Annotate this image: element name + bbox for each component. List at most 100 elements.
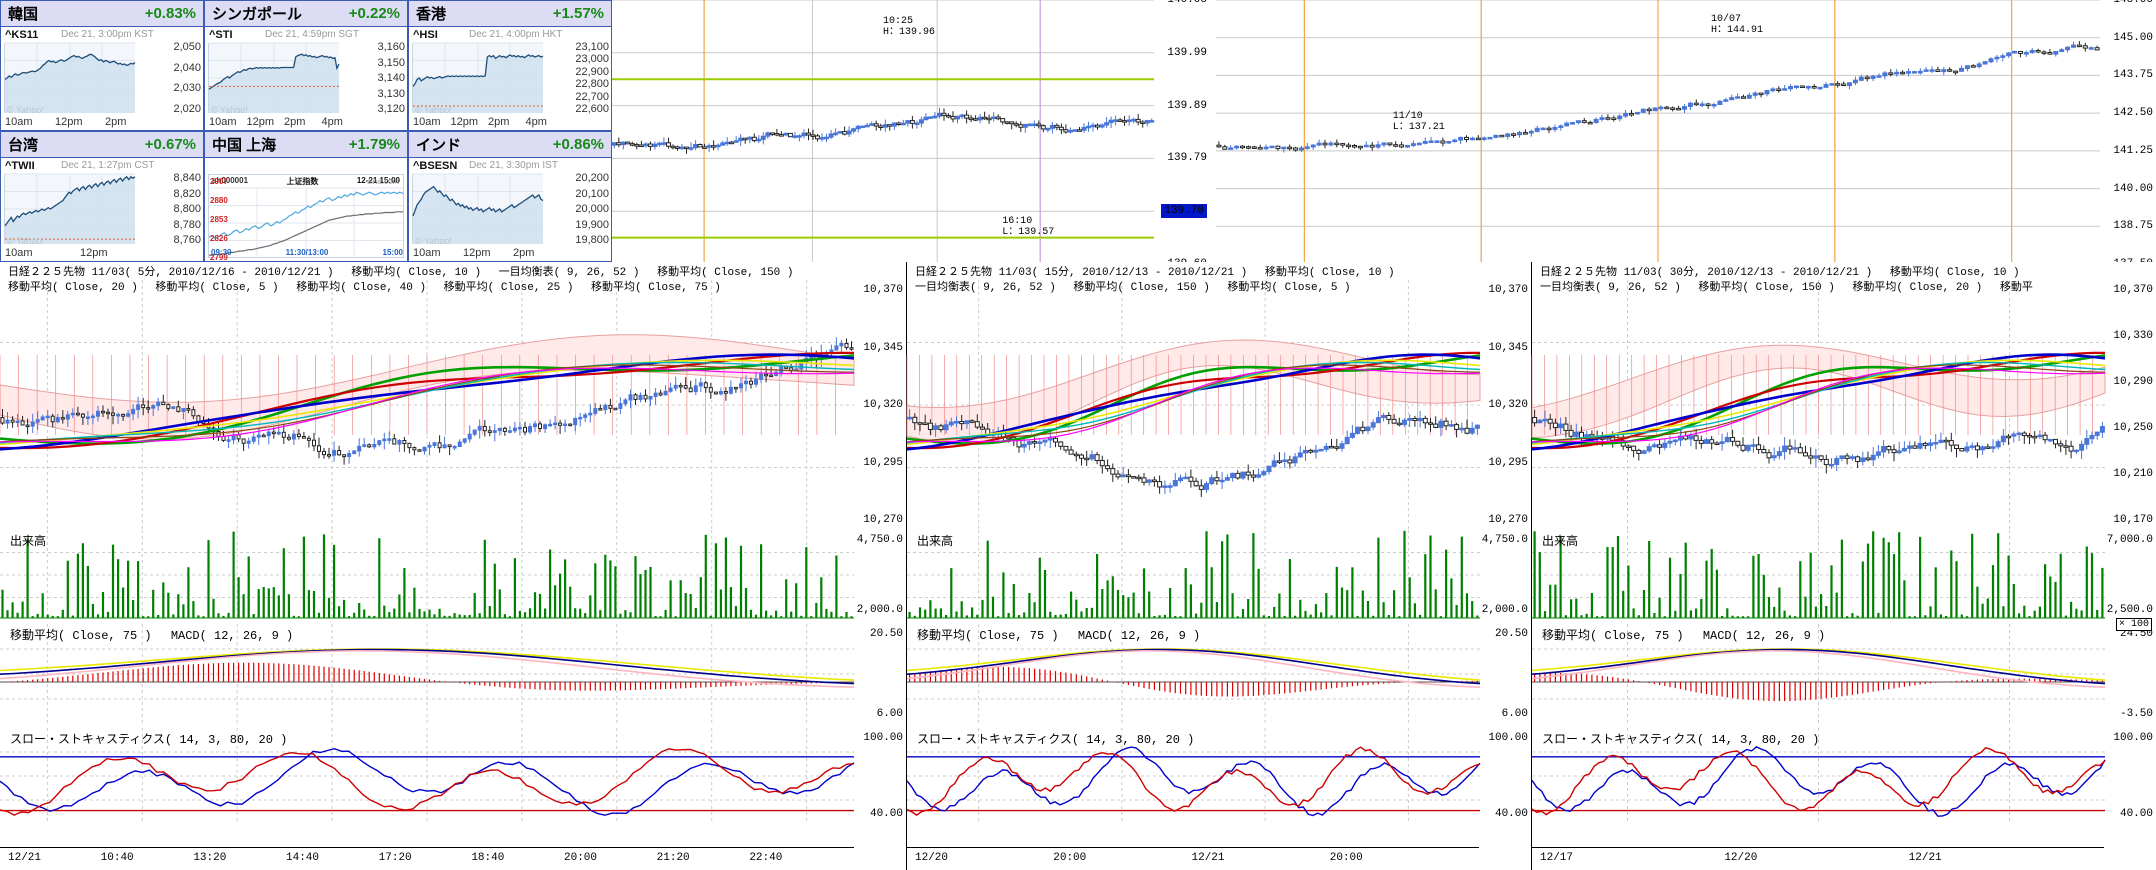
market-change: +1.79% (348, 136, 400, 153)
nikkei-plot-price[interactable] (1531, 280, 2106, 530)
fx-intraday-chart[interactable]: 140.08139.99139.89139.79139.70139.6016:2… (611, 0, 1210, 290)
market-yaxis: 23,100 23,000 22,900 22,800 22,700 22,600 (543, 41, 609, 115)
market-ytick-3: 22,800 (575, 78, 609, 91)
fx-annotation-value-1: L：137.21 (1392, 121, 1445, 133)
fx-ytick-3: 139.79 (1167, 152, 1207, 165)
nikkei-section-price: 10,370 10,345 10,320 10,295 10,270 (0, 280, 906, 530)
fx-plot-area[interactable] (1216, 0, 2100, 265)
market-sparkline (4, 173, 136, 244)
nikkei-plot-vol[interactable] (0, 530, 854, 620)
nikkei-header-line2: 移動平均( Close, 20 ) 移動平均( Close, 5 ) 移動平均(… (8, 282, 721, 294)
nikkei-ytick-price-2: 10,320 (1488, 399, 1528, 411)
nikkei-label-vol: 出来高 (1542, 535, 1579, 549)
nikkei-plot-stoch[interactable] (1531, 728, 2106, 824)
market-card-STI[interactable]: シンガポール +0.22% ^STI Dec 21, 4:59pm SGT © Yaho… (204, 0, 408, 131)
nikkei-ytick-vol-0: 7,000.0 (2106, 534, 2153, 546)
sina-header-item-1: 上证指数 (286, 177, 319, 186)
market-header: シンガポール +0.22% (205, 1, 407, 27)
nikkei-ytick-macd-1: -3.50 (2119, 708, 2153, 720)
fx-ytick-1: 139.99 (1167, 46, 1207, 59)
nikkei-panel-5min[interactable]: 日経２２５先物 11/03( 5分, 2010/12/16 - 2010/12/… (0, 262, 906, 870)
sina-header: sh000001 上证指数 12-21 15:00 (209, 175, 403, 188)
asian-markets-panel: 韓国 +0.83% ^KS11 Dec 21, 3:00pm KST © Yahoo! 2… (0, 0, 612, 262)
fx-annotation-0: 10/07 H：144.91 (1711, 14, 1763, 36)
fx-last-price-tag: 139.70 (1161, 204, 1207, 219)
nikkei-xtick-0: 12/17 (1540, 852, 1574, 864)
market-ytick-3: 2,020 (173, 102, 201, 115)
market-xtick-2: 2pm (284, 116, 306, 128)
market-card-KS11[interactable]: 韓国 +0.83% ^KS11 Dec 21, 3:00pm KST © Yahoo! 2… (0, 0, 204, 131)
nikkei-yaxis-price: 10,370 10,345 10,320 10,295 10,270 (1479, 280, 1531, 530)
market-sparkline (208, 42, 340, 113)
market-header: 中国 上海 +1.79% (205, 132, 407, 158)
market-header: 韓国 +0.83% (1, 1, 203, 27)
nikkei-ytick-macd-0: 24.50 (2119, 628, 2153, 640)
sina-header-item-0: sh000001 (212, 176, 249, 185)
nikkei-panel-30min[interactable]: 日経２２５先物 11/03( 30分, 2010/12/13 - 2010/12… (1531, 262, 2156, 870)
market-ytick-1: 20,100 (575, 187, 609, 200)
market-card-sh000001[interactable]: 中国 上海 +1.79% sh000001 上证指数 12-21 15:00 sina.c… (204, 131, 408, 262)
nikkei-section-macd: 移動平均( Close, 75 ) MACD( 12, 26, 9 ) 24.50… (1531, 624, 2156, 724)
nikkei-plot-macd[interactable] (1531, 624, 2106, 724)
nikkei-ytick-price-4: 10,210 (2113, 468, 2153, 480)
nikkei-xaxis: 12/20 20:00 12/21 20:00 (907, 847, 1479, 870)
nikkei-ytick-macd-0: 20.50 (1494, 628, 1528, 640)
market-xtick-0: 10am (5, 116, 33, 128)
nikkei-ytick-price-1: 10,345 (1488, 341, 1528, 354)
market-name: インド (416, 137, 462, 154)
nikkei-section-vol: 出来高 4,750.0 2,000.0 (907, 530, 1531, 620)
market-body: ^STI Dec 21, 4:59pm SGT © Yahoo! 3,160 3,150… (205, 27, 407, 131)
sina-ylabel-4: 2799 (210, 253, 228, 262)
nikkei-label-macd: 移動平均( Close, 75 ) MACD( 12, 26, 9 ) (917, 629, 1201, 643)
market-xaxis: 10am 12pm (5, 247, 155, 261)
yahoo-watermark: © Yahoo! (211, 105, 248, 115)
nikkei-yaxis-vol: 4,750.0 2,000.0 (854, 530, 906, 620)
market-xtick-3: 4pm (525, 116, 547, 128)
nikkei-xtick-1: 12/20 (1724, 852, 1758, 864)
nikkei-xtick-4: 17:20 (378, 852, 412, 864)
yahoo-watermark: © Yahoo! (415, 105, 452, 115)
nikkei-plot-macd[interactable] (0, 624, 855, 724)
fx-ytick-1: 145.00 (2113, 31, 2153, 44)
market-header: 香港 +1.57% (409, 1, 611, 27)
fx-annotation-label-0: 10:25 (883, 16, 914, 27)
nikkei-plot-price[interactable] (906, 280, 1481, 530)
market-ytick-1: 2,040 (173, 61, 201, 74)
nikkei-section-vol: 出来高 4,750.0 2,000.0 (0, 530, 906, 620)
market-ytick-0: 3,160 (377, 41, 405, 53)
fx-plot-area[interactable] (611, 0, 1155, 265)
nikkei-ytick-price-1: 10,330 (2113, 330, 2153, 342)
nikkei-ytick-price-4: 10,270 (1488, 514, 1528, 526)
fx-ytick-0: 148.00 (2113, 0, 2153, 6)
nikkei-header: 日経２２５先物 11/03( 5分, 2010/12/16 - 2010/12/… (8, 266, 902, 296)
market-ytick-1: 8,820 (173, 187, 201, 200)
nikkei-ytick-stoch-0: 100.00 (863, 732, 903, 744)
nikkei-yaxis-price: 10,370 10,345 10,320 10,295 10,270 (854, 280, 906, 530)
yahoo-watermark: © Yahoo! (7, 105, 44, 115)
fx-annotation-label-0: 10/07 (1711, 14, 1742, 25)
market-ytick-3: 8,780 (173, 218, 201, 231)
nikkei-panel-15min[interactable]: 日経２２５先物 11/03( 15分, 2010/12/13 - 2010/12… (906, 262, 1531, 870)
market-card-HSI[interactable]: 香港 +1.57% ^HSI Dec 21, 4:00pm HKT © Yahoo! 23… (408, 0, 612, 131)
nikkei-xtick-3: 14:40 (286, 852, 320, 864)
sina-chart: sh000001 上证指数 12-21 15:00 sina.com 2907 2880 2… (208, 174, 404, 262)
nikkei-plot-stoch[interactable] (0, 728, 855, 824)
nikkei-ytick-stoch-1: 40.00 (869, 808, 903, 820)
yahoo-watermark: © Yahoo! (7, 236, 44, 246)
market-xtick-0: 10am (413, 116, 441, 128)
nikkei-plot-macd[interactable] (906, 624, 1481, 724)
nikkei-plot-price[interactable] (0, 280, 855, 530)
nikkei-ytick-macd-1: 6.00 (876, 708, 903, 720)
market-card-TWII[interactable]: 台湾 +0.67% ^TWII Dec 21, 1:27pm CST © Yahoo! 8… (0, 131, 204, 262)
nikkei-plot-vol[interactable] (1532, 530, 2105, 620)
market-xaxis: 10am 12pm 2pm 4pm (209, 116, 359, 130)
nikkei-ytick-stoch-1: 40.00 (2119, 808, 2153, 820)
market-xaxis: 10am 12pm 2pm 4pm (413, 116, 563, 130)
market-card-BSESN[interactable]: インド +0.86% ^BSESN Dec 21, 3:30pm IST © Yahoo… (408, 131, 612, 262)
nikkei-plot-stoch[interactable] (906, 728, 1481, 824)
market-xaxis: 10am 12pm 2pm (413, 247, 563, 261)
nikkei-plot-vol[interactable] (907, 530, 1480, 620)
fx-daily-chart[interactable]: 148.00 145.00 143.75 142.50 141.25 140.00 138.… (1216, 0, 2156, 290)
market-yaxis: 3,160 3,150 3,140 3,130 3,120 (339, 41, 405, 115)
